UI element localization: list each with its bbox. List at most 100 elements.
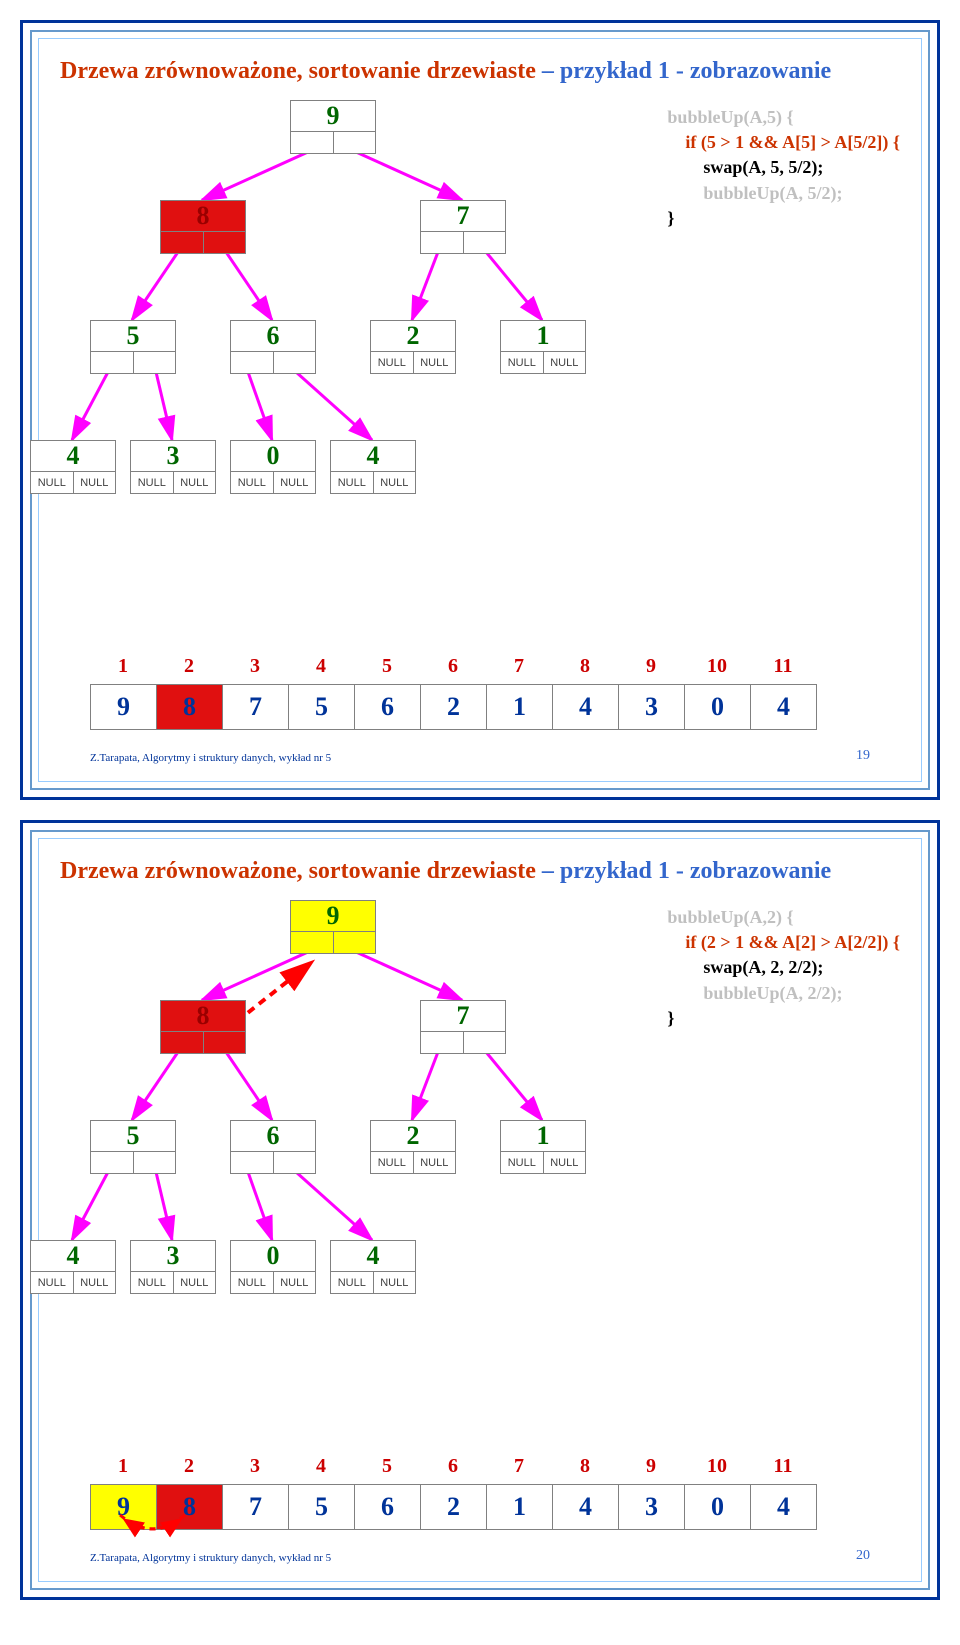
array-index: 6	[420, 655, 486, 678]
node-value: 0	[231, 441, 315, 471]
slide: Drzewa zrównoważone, sortowanie drzewias…	[20, 820, 940, 1600]
node-right-ptr	[334, 131, 376, 153]
node-right-ptr: NULL	[74, 1271, 116, 1293]
array-cell: 3	[619, 685, 685, 729]
node-value: 4	[31, 1241, 115, 1271]
code-line: if (5 > 1 && A[5] > A[5/2]) {	[667, 130, 900, 155]
array-index: 5	[354, 1455, 420, 1478]
code-block: bubbleUp(A,5) { if (5 > 1 && A[5] > A[5/…	[667, 105, 900, 231]
array-index: 9	[618, 655, 684, 678]
node-left-ptr: NULL	[501, 1151, 544, 1173]
slide-title: Drzewa zrównoważone, sortowanie drzewias…	[60, 58, 831, 85]
tree-node: 4NULLNULL	[330, 440, 416, 494]
array-index: 4	[288, 1455, 354, 1478]
node-left-ptr	[231, 351, 274, 373]
node-left-ptr: NULL	[131, 471, 174, 493]
node-right-ptr: NULL	[274, 1271, 316, 1293]
node-left-ptr: NULL	[331, 471, 374, 493]
tree-node: 5	[90, 1120, 176, 1174]
node-left-ptr	[161, 1031, 204, 1053]
node-value: 3	[131, 441, 215, 471]
array-cell: 6	[355, 685, 421, 729]
node-left-ptr: NULL	[231, 471, 274, 493]
tree-node: 6	[230, 320, 316, 374]
slide-title: Drzewa zrównoważone, sortowanie drzewias…	[60, 858, 831, 885]
array-index: 3	[222, 655, 288, 678]
node-value: 2	[371, 321, 455, 351]
node-right-ptr: NULL	[174, 1271, 216, 1293]
tree-node: 0NULLNULL	[230, 440, 316, 494]
slide-footer: Z.Tarapata, Algorytmy i struktury danych…	[90, 752, 331, 764]
array-index: 8	[552, 655, 618, 678]
node-left-ptr: NULL	[31, 1271, 74, 1293]
tree-node: 4NULLNULL	[30, 440, 116, 494]
node-right-ptr	[134, 351, 176, 373]
tree-node: 1NULLNULL	[500, 1120, 586, 1174]
array-cell: 8	[157, 685, 223, 729]
array-cell: 4	[553, 1485, 619, 1529]
array-index: 9	[618, 1455, 684, 1478]
node-left-ptr: NULL	[371, 1151, 414, 1173]
page-number: 20	[856, 1548, 870, 1564]
array-cell: 7	[223, 685, 289, 729]
array-index: 4	[288, 655, 354, 678]
node-value: 0	[231, 1241, 315, 1271]
array-index: 10	[684, 1455, 750, 1478]
tree-diagram: 987562NULLNULL1NULLNULL4NULLNULL3NULLNUL…	[50, 100, 690, 560]
node-value: 1	[501, 321, 585, 351]
array-index: 10	[684, 655, 750, 678]
node-left-ptr	[91, 351, 134, 373]
node-left-ptr: NULL	[131, 1271, 174, 1293]
node-right-ptr: NULL	[414, 351, 456, 373]
title-sub: – przykład 1 - zobrazowanie	[536, 58, 831, 84]
tree-node: 6	[230, 1120, 316, 1174]
array-index: 2	[156, 1455, 222, 1478]
node-value: 6	[231, 1121, 315, 1151]
node-left-ptr	[291, 131, 334, 153]
tree-node: 7	[420, 200, 506, 254]
array-representation: 123456789101198756214304	[90, 655, 817, 730]
node-right-ptr: NULL	[414, 1151, 456, 1173]
array-cell: 9	[91, 685, 157, 729]
code-line: bubbleUp(A, 5/2);	[667, 181, 900, 206]
array-representation: 123456789101198756214304	[90, 1455, 817, 1530]
node-left-ptr	[291, 931, 334, 953]
node-left-ptr: NULL	[501, 351, 544, 373]
array-cell: 4	[751, 1485, 816, 1529]
node-value: 7	[421, 1001, 505, 1031]
code-line: }	[667, 206, 900, 231]
array-cell: 4	[553, 685, 619, 729]
node-right-ptr	[274, 351, 316, 373]
node-right-ptr: NULL	[174, 471, 216, 493]
array-cell: 2	[421, 685, 487, 729]
tree-node: 8	[160, 200, 246, 254]
title-main: Drzewa zrównoważone, sortowanie drzewias…	[60, 58, 536, 84]
node-value: 5	[91, 1121, 175, 1151]
node-left-ptr	[421, 231, 464, 253]
node-right-ptr: NULL	[544, 1151, 586, 1173]
tree-node: 5	[90, 320, 176, 374]
array-cell: 0	[685, 685, 751, 729]
tree-node: 4NULLNULL	[30, 1240, 116, 1294]
array-cell: 0	[685, 1485, 751, 1529]
node-value: 4	[331, 1241, 415, 1271]
code-line: bubbleUp(A,2) {	[667, 905, 900, 930]
code-block: bubbleUp(A,2) { if (2 > 1 && A[2] > A[2/…	[667, 905, 900, 1031]
tree-node: 7	[420, 1000, 506, 1054]
array-cell: 1	[487, 685, 553, 729]
tree-node: 8	[160, 1000, 246, 1054]
node-right-ptr	[334, 931, 376, 953]
node-value: 5	[91, 321, 175, 351]
array-index: 6	[420, 1455, 486, 1478]
tree-node: 9	[290, 100, 376, 154]
slide-footer: Z.Tarapata, Algorytmy i struktury danych…	[90, 1552, 331, 1564]
node-value: 4	[331, 441, 415, 471]
node-value: 3	[131, 1241, 215, 1271]
node-left-ptr: NULL	[31, 471, 74, 493]
array-cell: 1	[487, 1485, 553, 1529]
tree-node: 1NULLNULL	[500, 320, 586, 374]
node-value: 7	[421, 201, 505, 231]
code-line: bubbleUp(A,5) {	[667, 105, 900, 130]
node-right-ptr	[134, 1151, 176, 1173]
array-cell: 6	[355, 1485, 421, 1529]
